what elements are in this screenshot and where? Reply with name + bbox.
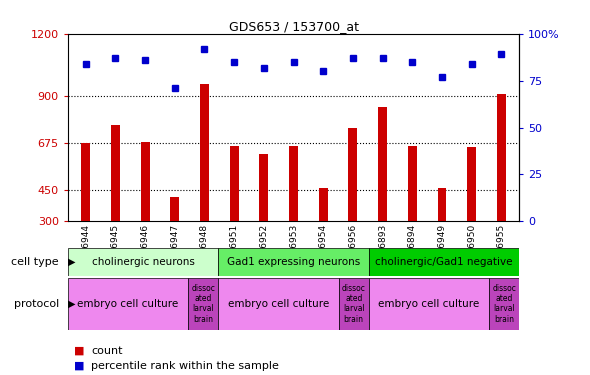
Text: ■: ■ bbox=[74, 361, 84, 370]
Bar bbox=[218, 248, 369, 276]
Text: percentile rank within the sample: percentile rank within the sample bbox=[91, 361, 279, 370]
Text: ■: ■ bbox=[74, 346, 84, 355]
Bar bbox=[467, 147, 476, 221]
Text: cell type: cell type bbox=[11, 256, 59, 267]
Bar bbox=[188, 278, 218, 330]
Bar bbox=[218, 278, 339, 330]
Text: dissoc
ated
larval
brain: dissoc ated larval brain bbox=[492, 284, 516, 324]
Bar bbox=[289, 146, 298, 221]
Text: embryo cell culture: embryo cell culture bbox=[378, 299, 480, 309]
Bar bbox=[339, 278, 369, 330]
Text: cholinergic neurons: cholinergic neurons bbox=[91, 256, 195, 267]
Text: ▶: ▶ bbox=[68, 256, 76, 267]
Text: cholinergic/Gad1 negative: cholinergic/Gad1 negative bbox=[375, 256, 513, 267]
Bar bbox=[408, 146, 417, 221]
Bar bbox=[230, 146, 238, 221]
Text: dissoc
ated
larval
brain: dissoc ated larval brain bbox=[191, 284, 215, 324]
Bar bbox=[319, 188, 327, 221]
Bar bbox=[140, 142, 149, 221]
Text: Gad1 expressing neurons: Gad1 expressing neurons bbox=[227, 256, 360, 267]
Bar bbox=[369, 278, 489, 330]
Text: embryo cell culture: embryo cell culture bbox=[77, 299, 179, 309]
Bar bbox=[81, 143, 90, 221]
Bar bbox=[349, 128, 358, 221]
Bar bbox=[68, 278, 188, 330]
Text: count: count bbox=[91, 346, 123, 355]
Bar bbox=[489, 278, 519, 330]
Text: ▶: ▶ bbox=[68, 299, 76, 309]
Bar bbox=[260, 153, 268, 221]
Bar bbox=[438, 188, 447, 221]
Bar bbox=[200, 84, 209, 221]
Text: protocol: protocol bbox=[14, 299, 59, 309]
Bar bbox=[369, 248, 519, 276]
Bar bbox=[68, 248, 218, 276]
Text: dissoc
ated
larval
brain: dissoc ated larval brain bbox=[342, 284, 366, 324]
Bar bbox=[497, 94, 506, 221]
Bar bbox=[171, 197, 179, 221]
Bar bbox=[378, 106, 387, 221]
Title: GDS653 / 153700_at: GDS653 / 153700_at bbox=[228, 20, 359, 33]
Text: embryo cell culture: embryo cell culture bbox=[228, 299, 329, 309]
Bar bbox=[111, 125, 120, 221]
